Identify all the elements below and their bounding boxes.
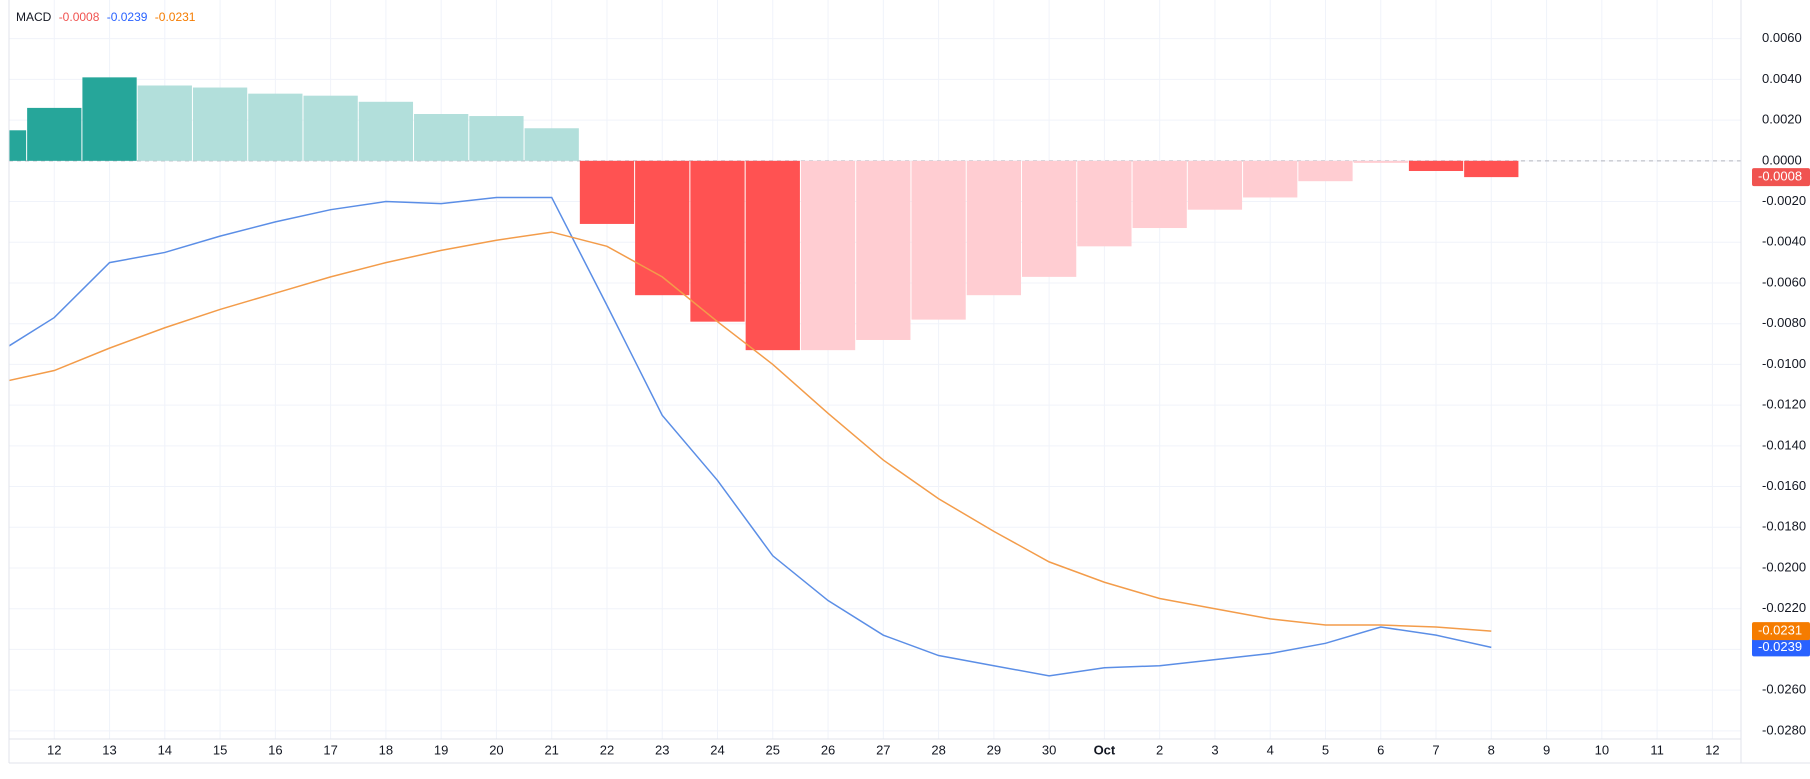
legend-title: MACD: [16, 10, 52, 24]
x-tick-label: 23: [655, 742, 669, 757]
histogram-bar: [1353, 160, 1408, 163]
histogram-bar: [9, 130, 27, 161]
x-tick-label: 17: [323, 742, 337, 757]
histogram-bar: [911, 160, 966, 320]
x-tick-label: 5: [1322, 742, 1329, 757]
histogram-bar: [745, 160, 800, 351]
y-tick-label: -0.0260: [1762, 682, 1806, 697]
y-tick-label: -0.0200: [1762, 559, 1806, 574]
x-tick-label: 6: [1377, 742, 1384, 757]
y-tick-label: 0.0040: [1762, 71, 1802, 86]
x-tick-label: 21: [544, 742, 558, 757]
histogram-bar: [1464, 160, 1519, 178]
x-tick-label: 18: [379, 742, 393, 757]
histogram-bar: [1021, 160, 1077, 277]
x-tick-label: 12: [47, 742, 61, 757]
price-label: -0.0231: [1758, 623, 1802, 638]
x-tick-label: 2: [1156, 742, 1163, 757]
histogram-bar: [137, 85, 192, 161]
histogram-bar: [690, 160, 745, 322]
histogram-bar: [27, 107, 82, 161]
price-label: -0.0239: [1758, 639, 1802, 654]
x-tick-label: 20: [489, 742, 503, 757]
price-label-box: [1752, 168, 1810, 187]
histogram-bar: [358, 101, 414, 161]
histogram-bar: [579, 160, 635, 224]
x-tick-label: 29: [987, 742, 1001, 757]
x-tick-label: 13: [102, 742, 116, 757]
histogram-bar: [800, 160, 856, 351]
x-tick-label: 8: [1488, 742, 1495, 757]
histogram-bar: [469, 116, 524, 161]
legend-value: -0.0239: [107, 10, 148, 24]
legend-value: -0.0231: [155, 10, 196, 24]
x-tick-label: 11: [1650, 742, 1664, 757]
y-tick-label: 0.0020: [1762, 112, 1802, 127]
histogram-bar: [856, 160, 911, 340]
legend: MACD -0.0008 -0.0239 -0.0231: [16, 10, 196, 24]
histogram-bar: [1243, 160, 1298, 198]
x-tick-label: 25: [766, 742, 780, 757]
x-tick-label: 4: [1267, 742, 1274, 757]
x-tick-label: 12: [1705, 742, 1719, 757]
axes: 0.0060 0.0040 0.0020 0.0000 -0.0020 -0.0040 -0…: [8, 0, 1810, 764]
x-tick-label: 10: [1595, 742, 1609, 757]
x-tick-label: 7: [1432, 742, 1439, 757]
y-tick-label: -0.0160: [1762, 478, 1806, 493]
y-tick-label: 0.0000: [1762, 152, 1802, 167]
x-tick-label: Oct: [1094, 742, 1116, 757]
x-tick-label: 26: [821, 742, 835, 757]
histogram-bar: [524, 128, 579, 161]
y-tick-label: -0.0180: [1762, 519, 1806, 534]
x-tick-label: 22: [600, 742, 614, 757]
x-tick-label: 28: [931, 742, 945, 757]
legend-value: -0.0008: [59, 10, 100, 24]
x-tick-label: 3: [1211, 742, 1218, 757]
x-tick-label: 19: [434, 742, 448, 757]
y-tick-label: -0.0280: [1762, 722, 1806, 737]
y-tick-label: -0.0140: [1762, 437, 1806, 452]
histogram-bar: [248, 93, 303, 161]
line-series: [9, 231, 1492, 632]
plot-area: [9, 77, 1741, 677]
histogram-bar: [1077, 160, 1132, 247]
y-tick-label: -0.0040: [1762, 234, 1806, 249]
histogram-bar: [1408, 160, 1464, 172]
histogram-bar: [1298, 160, 1353, 182]
x-tick-label: 15: [213, 742, 227, 757]
histogram-bar: [966, 160, 1021, 296]
price-label: -0.0008: [1758, 169, 1802, 184]
y-tick-label: -0.0060: [1762, 274, 1806, 289]
y-tick-label: -0.0220: [1762, 600, 1806, 615]
x-tick-label: 16: [268, 742, 282, 757]
y-tick-label: -0.0120: [1762, 397, 1806, 412]
histogram-bar: [1132, 160, 1187, 229]
y-tick-label: -0.0020: [1762, 193, 1806, 208]
x-tick-label: 24: [710, 742, 724, 757]
histogram-bar: [414, 114, 469, 161]
histogram-bar: [1187, 160, 1243, 210]
line-series: [9, 196, 1492, 677]
x-tick-label: 9: [1543, 742, 1550, 757]
x-tick-label: 27: [876, 742, 890, 757]
histogram-bar: [192, 87, 248, 161]
y-tick-label: -0.0100: [1762, 356, 1806, 371]
price-label-box: [1752, 638, 1810, 657]
x-tick-label: 30: [1042, 742, 1056, 757]
histogram-bar: [635, 160, 690, 296]
price-label-box: [1752, 622, 1810, 641]
histogram-bar: [82, 77, 137, 161]
y-tick-label: 0.0060: [1762, 30, 1802, 45]
y-tick-label: -0.0080: [1762, 315, 1806, 330]
histogram-bar: [303, 95, 358, 161]
x-tick-label: 14: [158, 742, 172, 757]
